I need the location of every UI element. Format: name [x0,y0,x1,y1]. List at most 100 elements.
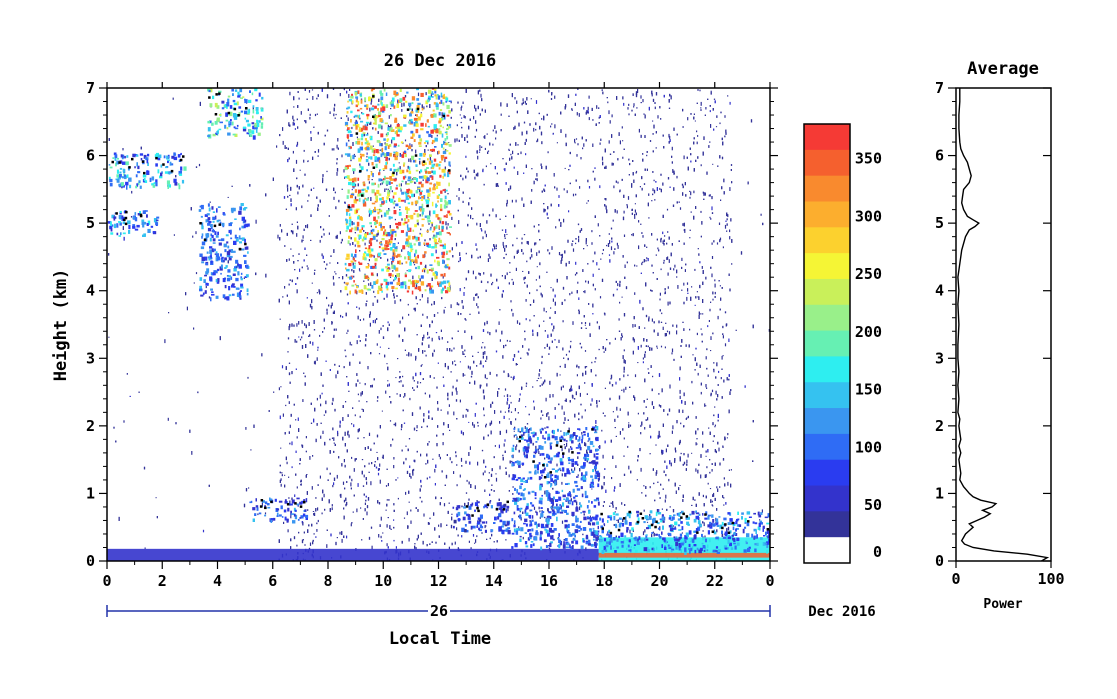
noise-speck [532,329,534,333]
noise-speck [293,403,295,406]
noise-speck [484,346,486,349]
noise-speck [680,355,682,358]
noise-speck [702,270,704,274]
noise-speck [115,440,117,443]
noise-speck [351,456,353,459]
noise-speck [289,500,291,504]
noise-speck [298,531,300,534]
noise-speck [287,337,290,340]
noise-speck [653,482,655,485]
noise-speck [202,529,205,533]
noise-speck [664,346,666,349]
noise-speck [699,364,701,368]
noise-speck [750,119,753,123]
noise-speck [608,254,611,256]
noise-speck [314,512,316,516]
noise-speck [331,148,333,151]
noise-speck [700,391,702,395]
noise-speck [495,477,498,482]
noise-speck [619,483,621,487]
noise-speck [657,332,659,336]
noise-speck [693,215,695,220]
noise-speck [393,539,395,542]
noise-speck [312,96,314,100]
noise-speck [285,456,287,461]
noise-speck [615,180,617,183]
noise-speck [551,123,553,125]
noise-speck [469,313,471,315]
noise-speck [319,239,321,243]
noise-speck [671,161,673,164]
noise-speck [495,350,498,353]
noise-speck [715,522,717,524]
noise-speck [702,530,704,532]
noise-speck [461,345,463,349]
noise-speck [682,463,684,466]
noise-speck [663,239,665,242]
noise-speck [696,291,698,293]
noise-speck [499,421,501,424]
noise-speck [451,108,453,112]
noise-speck [389,225,391,229]
noise-speck [711,463,713,465]
noise-speck [379,149,381,151]
noise-speck [427,149,429,151]
noise-speck [424,149,426,153]
noise-speck [302,539,304,541]
noise-speck [367,132,369,135]
noise-speck [714,296,716,298]
noise-speck [299,169,301,171]
noise-speck [584,322,587,324]
noise-speck [562,286,565,290]
noise-speck [619,301,621,304]
noise-speck [744,385,746,388]
noise-speck [280,483,282,487]
noise-speck [436,434,438,437]
noise-speck [543,189,546,192]
noise-speck [205,286,207,289]
noise-speck [414,459,416,463]
noise-speck [540,163,542,166]
noise-speck [690,211,692,213]
noise-speck [714,406,716,408]
noise-speck [652,150,654,153]
noise-speck [698,253,700,256]
noise-speck [616,210,618,214]
noise-speck [479,273,481,276]
noise-speck [551,93,553,96]
noise-speck [497,391,499,394]
noise-speck [389,420,392,422]
noise-speck [346,376,348,378]
noise-speck [655,147,657,149]
noise-speck [676,201,678,204]
noise-speck [459,257,461,262]
noise-speck [486,538,488,540]
noise-speck [489,332,491,336]
noise-speck [470,547,472,550]
noise-speck [316,397,318,401]
noise-speck [463,287,466,289]
noise-speck [443,503,446,507]
noise-speck [513,166,515,169]
noise-speck [492,143,494,146]
noise-speck [568,427,570,431]
noise-speck [377,500,379,504]
noise-speck [356,373,358,376]
noise-speck [394,300,396,304]
noise-speck [724,224,727,229]
noise-speck [455,399,458,402]
noise-speck [479,145,481,149]
noise-speck [346,293,349,296]
noise-speck [467,170,469,173]
noise-speck [652,171,654,173]
noise-speck [456,195,458,197]
noise-speck [550,125,552,128]
noise-speck [725,220,727,222]
noise-speck [546,343,548,347]
noise-speck [427,141,429,145]
noise-speck [697,135,699,137]
noise-speck [357,315,359,320]
noise-speck [352,353,354,356]
noise-speck [585,327,587,329]
noise-speck [308,524,310,527]
